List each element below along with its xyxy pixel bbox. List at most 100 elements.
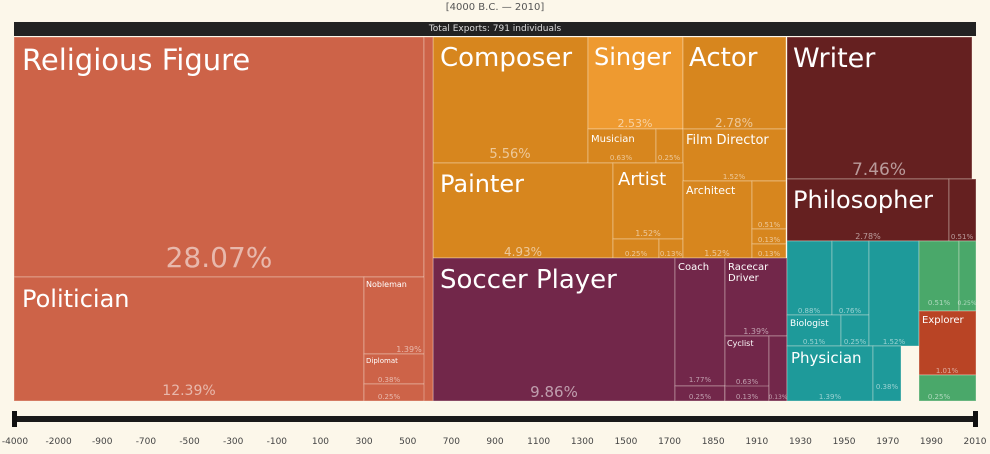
treemap-tile[interactable]: 0.25%: [957, 240, 976, 312]
tile-rect[interactable]: [14, 37, 425, 278]
tile-rect[interactable]: [14, 276, 365, 401]
tile-rect[interactable]: [682, 37, 787, 130]
treemap-tile[interactable]: 0.25%: [918, 374, 976, 401]
treemap-tile[interactable]: 0.25%: [840, 314, 870, 347]
tile-rect[interactable]: [872, 345, 902, 401]
treemap-tile[interactable]: Composer 5.56%: [432, 37, 589, 164]
treemap-tile[interactable]: Soccer Player 9.86%: [432, 257, 676, 401]
treemap-tile[interactable]: Explorer 1.01%: [918, 310, 976, 376]
tile-rect[interactable]: [786, 178, 950, 242]
treemap-tile[interactable]: Racecar Driver 1.39%: [724, 257, 788, 337]
tile-rect[interactable]: [868, 240, 920, 347]
tile-label: Artist: [618, 169, 666, 190]
tile-rect[interactable]: [786, 37, 973, 180]
treemap-tile[interactable]: 0.38%: [872, 345, 902, 401]
tile-label: Composer: [440, 43, 572, 73]
timeline-track[interactable]: [14, 416, 976, 422]
tile-percentage: 0.13%: [758, 236, 781, 244]
treemap-tile[interactable]: 0.25%: [674, 385, 726, 401]
tile-rect[interactable]: [751, 180, 787, 230]
tile-rect[interactable]: [612, 162, 684, 240]
treemap-tile[interactable]: Religious Figure 28.07%: [14, 37, 425, 278]
tile-rect[interactable]: [432, 257, 676, 401]
timeline-tick-label: 1970: [876, 437, 900, 447]
tile-percentage: 2.78%: [715, 116, 753, 130]
treemap-tile[interactable]: 0.25%: [655, 128, 684, 164]
tile-rect[interactable]: [918, 240, 960, 312]
tile-rect[interactable]: [948, 178, 976, 242]
timeline-end-handle[interactable]: [973, 411, 978, 427]
tile-rect[interactable]: [363, 276, 427, 355]
timeline-tick-label: 1850: [701, 437, 725, 447]
tile-rect[interactable]: [682, 180, 753, 259]
total-exports-label: Total Exports: 791 individuals: [428, 24, 562, 34]
treemap-tile[interactable]: 0.51%: [751, 180, 787, 230]
treemap-tile[interactable]: 0.25%: [612, 238, 660, 259]
tile-label: Painter: [440, 170, 524, 198]
tile-percentage: 1.39%: [396, 345, 422, 354]
timeline-slider[interactable]: -4000 -2000 -900 -700 -500 -300 -100 100 300 500 7…: [0, 408, 990, 454]
timeline-start-handle[interactable]: [12, 411, 17, 427]
tile-percentage: 7.46%: [852, 160, 906, 180]
timeline-tick-label: -900: [92, 437, 113, 447]
tile-percentage: 12.39%: [162, 383, 215, 399]
treemap-tile[interactable]: Artist 1.52%: [612, 162, 684, 240]
tile-rect[interactable]: [674, 257, 726, 387]
treemap-tile[interactable]: 1.52%: [868, 240, 920, 347]
tile-rect[interactable]: [682, 128, 787, 182]
tile-rect[interactable]: [831, 240, 870, 316]
tile-label: Politician: [22, 285, 130, 313]
tile-rect[interactable]: [918, 374, 976, 401]
treemap-tile[interactable]: 0.25%: [363, 383, 427, 401]
timeline-tick-label: 1930: [789, 437, 812, 447]
timeline-tick-label: -500: [179, 437, 200, 447]
treemap-tile[interactable]: Painter 4.93%: [432, 162, 614, 259]
treemap-tile[interactable]: 0.13%: [658, 238, 684, 259]
tile-label: Actor: [689, 43, 758, 73]
tile-percentage: 0.25%: [689, 393, 712, 401]
treemap-tile[interactable]: 0.13%: [768, 335, 788, 401]
treemap-tile[interactable]: Coach 1.77%: [674, 257, 726, 387]
treemap-tile[interactable]: 0.13%: [751, 228, 787, 245]
treemap-tile[interactable]: 0.13%: [751, 243, 787, 259]
tile-label: Biologist: [790, 319, 829, 329]
tile-rect[interactable]: [768, 335, 788, 401]
tile-rect[interactable]: [918, 310, 976, 376]
timeline-tick-label: -700: [135, 437, 157, 447]
tile-rect[interactable]: [587, 37, 684, 130]
tile-rect[interactable]: [724, 257, 788, 337]
treemap-tile[interactable]: 0.51%: [948, 178, 976, 242]
treemap-tile[interactable]: Physician 1.39%: [786, 345, 874, 401]
treemap-tile[interactable]: Singer 2.53%: [587, 37, 684, 130]
tile-rect[interactable]: [363, 353, 427, 385]
tile-rect[interactable]: [655, 128, 684, 164]
tile-rect[interactable]: [786, 240, 833, 316]
tile-percentage: 1.52%: [635, 229, 661, 238]
treemap-tile[interactable]: 0.13%: [724, 385, 770, 401]
treemap-tile[interactable]: Writer 7.46%: [786, 37, 973, 180]
tile-label: Religious Figure: [22, 43, 250, 77]
treemap-tile[interactable]: Politician 12.39%: [14, 276, 365, 401]
treemap-tile[interactable]: Architect 1.52%: [682, 180, 753, 259]
timeline-tick-label: 2010: [963, 437, 987, 447]
tile-percentage: 2.53%: [618, 117, 653, 130]
treemap-tile[interactable]: 0.51%: [918, 240, 960, 312]
timeline-tick-label: 900: [486, 437, 504, 447]
treemap-tile[interactable]: Actor 2.78%: [682, 37, 787, 130]
tile-rect[interactable]: [786, 345, 874, 401]
treemap-tile[interactable]: 0.88%: [786, 240, 833, 316]
tile-percentage: 1.77%: [689, 376, 712, 384]
treemap-tile[interactable]: Musician 0.63%: [587, 128, 657, 164]
timeline-tick-label: 1700: [658, 437, 681, 447]
timeline-ticks: -4000 -2000 -900 -700 -500 -300 -100 100 300 500 7…: [0, 437, 990, 451]
tile-label: Coach: [678, 262, 709, 273]
treemap-small-tile[interactable]: [423, 37, 434, 401]
treemap-tile[interactable]: Nobleman 1.39%: [363, 276, 427, 355]
tile-percentage: 0.51%: [951, 233, 974, 241]
treemap-tile[interactable]: Philosopher 2.78%: [786, 178, 950, 242]
tile-label: Architect: [686, 184, 736, 197]
treemap-tile[interactable]: Diplomat 0.38%: [363, 353, 427, 385]
treemap-tile[interactable]: 0.76%: [831, 240, 870, 316]
treemap-tile[interactable]: Biologist 0.51%: [786, 314, 842, 347]
treemap-tile[interactable]: Film Director 1.52%: [682, 128, 787, 182]
